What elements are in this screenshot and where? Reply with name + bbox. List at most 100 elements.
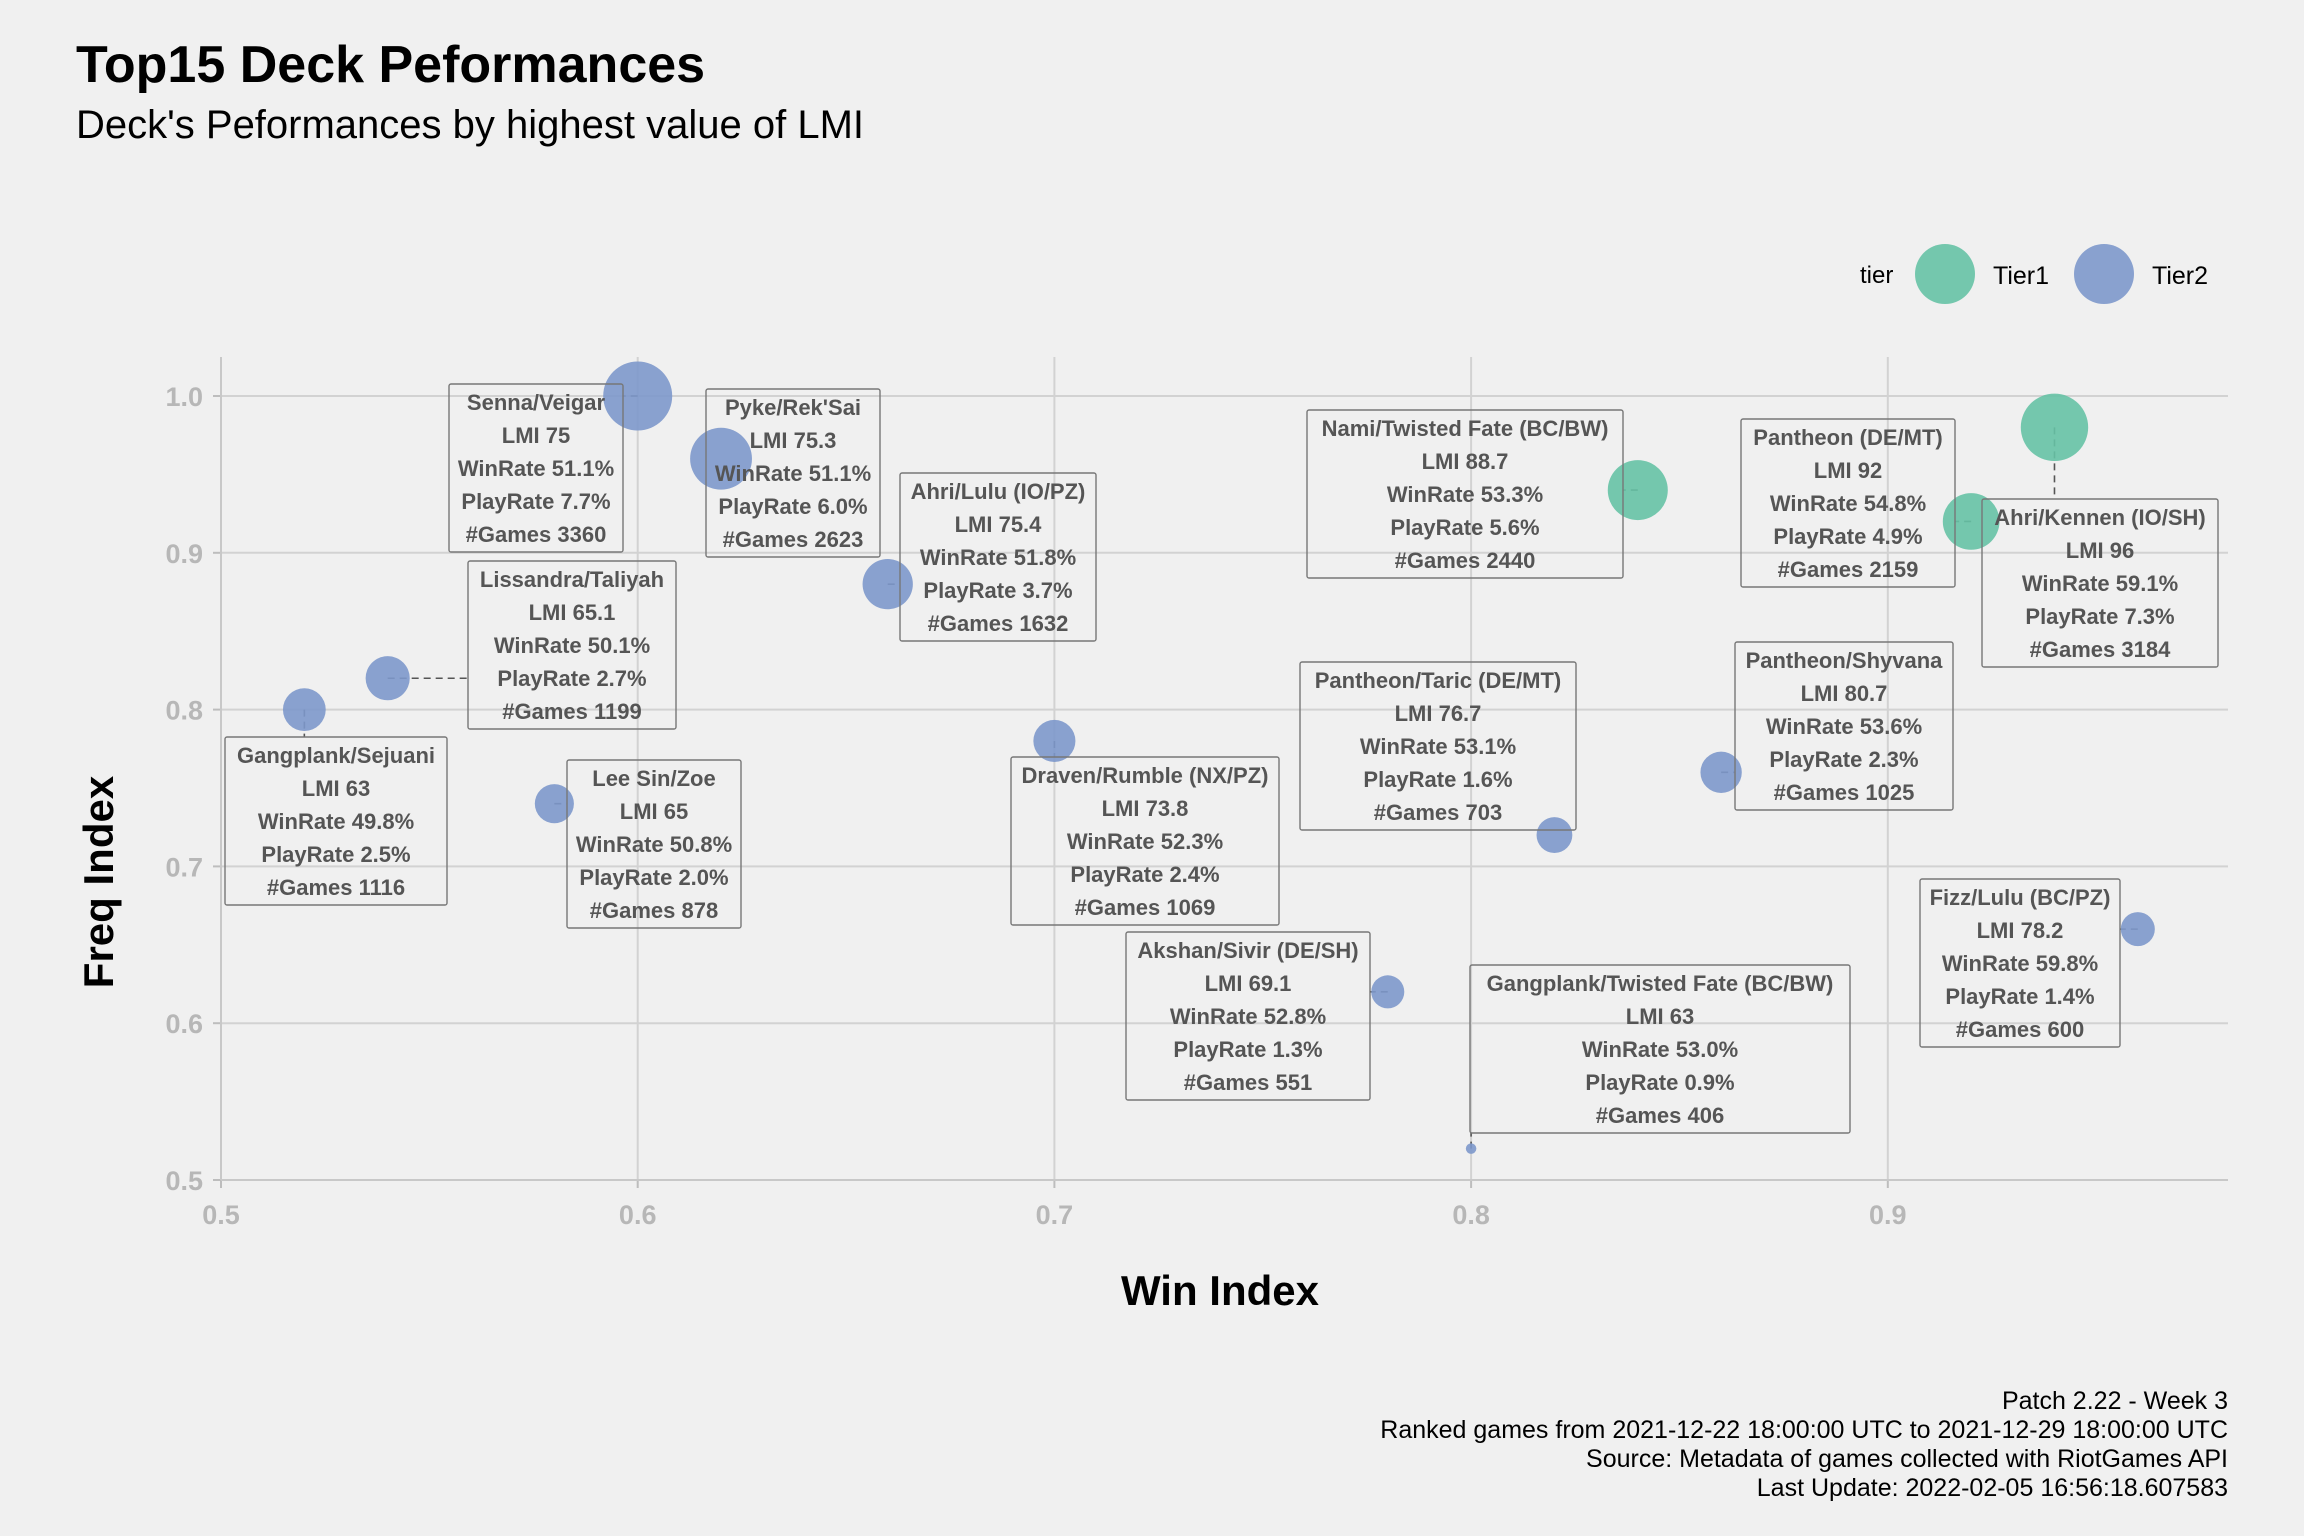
x-axis-title: Win Index — [1121, 1267, 1320, 1314]
data-label-line: WinRate 54.8% — [1770, 491, 1926, 516]
data-label-line: LMI 92 — [1814, 458, 1882, 483]
data-label-line: Ahri/Kennen (IO/SH) — [1994, 505, 2205, 530]
legend-label: Tier1 — [1993, 262, 2049, 290]
data-label-line: WinRate 51.1% — [715, 461, 871, 486]
y-tick-label: 0.7 — [165, 852, 203, 882]
data-label-line: #Games 2159 — [1778, 557, 1919, 582]
data-label: Senna/Veigar LMI 75 WinRate 51.1% PlayRate … — [448, 383, 624, 553]
data-label-box — [1299, 661, 1577, 831]
data-label-line: #Games 3360 — [466, 522, 607, 547]
chart-subtitle: Deck's Peformances by highest value of L… — [76, 103, 864, 147]
legend: tier Tier1 Tier2 — [1860, 244, 2208, 304]
data-label: Pyke/Rek'Sai LMI 75.3 WinRate 51.1% PlayRat… — [705, 388, 881, 558]
legend-key-tier2 — [2074, 244, 2134, 304]
data-point — [1465, 1143, 1477, 1154]
data-label: Draven/Rumble (NX/PZ) LMI 73.8 WinRate 52.… — [1010, 756, 1280, 926]
x-tick-label: 0.9 — [1869, 1200, 1907, 1230]
data-label-line: #Games 1632 — [928, 611, 1069, 636]
data-label-line: PlayRate 2.7% — [497, 666, 646, 691]
data-label-line: WinRate 53.3% — [1387, 482, 1543, 507]
data-point — [534, 784, 574, 824]
data-point — [862, 559, 913, 610]
data-label-line: LMI 75 — [502, 423, 570, 448]
data-label: Fizz/Lulu (BC/PZ) LMI 78.2 WinRate 59.8% Pl… — [1919, 878, 2121, 1048]
data-label-line: LMI 75.3 — [750, 428, 837, 453]
caption-line: Patch 2.22 - Week 3 — [2002, 1387, 2228, 1415]
data-point — [1536, 817, 1573, 853]
x-tick-label: 0.6 — [619, 1200, 657, 1230]
y-tick-label: 0.8 — [165, 696, 203, 726]
data-label: Ahri/Lulu (IO/PZ) LMI 75.4 WinRate 51.8% Pl… — [899, 472, 1097, 642]
data-label: Pantheon/Taric (DE/MT) LMI 76.7 WinRate 53… — [1299, 661, 1577, 831]
data-label-line: PlayRate 2.5% — [261, 842, 410, 867]
chart-title: Top15 Deck Peformances — [76, 36, 705, 94]
data-label-line: Pantheon (DE/MT) — [1753, 425, 1942, 450]
data-label-line: PlayRate 6.0% — [718, 494, 867, 519]
data-label-box — [566, 759, 742, 929]
data-label-line: LMI 65 — [620, 799, 688, 824]
data-label-line: PlayRate 2.4% — [1070, 862, 1219, 887]
data-label-line: WinRate 49.8% — [258, 809, 414, 834]
data-label-box — [1306, 409, 1624, 579]
data-label-line: WinRate 53.6% — [1766, 714, 1922, 739]
data-label: Pantheon (DE/MT) LMI 92 WinRate 54.8% PlayR… — [1740, 418, 1956, 588]
data-label-line: LMI 73.8 — [1102, 796, 1189, 821]
legend-title: tier — [1860, 262, 1893, 289]
data-label-line: Pyke/Rek'Sai — [725, 395, 861, 420]
data-label-box — [448, 383, 624, 553]
data-label-line: PlayRate 4.9% — [1773, 524, 1922, 549]
data-label-line: LMI 63 — [1626, 1004, 1694, 1029]
data-label-line: #Games 1116 — [267, 875, 405, 900]
data-label-box — [1981, 498, 2219, 668]
data-label-line: WinRate 59.1% — [2022, 571, 2178, 596]
data-label-line: Akshan/Sivir (DE/SH) — [1137, 938, 1358, 963]
data-label-line: #Games 703 — [1374, 800, 1502, 825]
data-label: Lissandra/Taliyah LMI 65.1 WinRate 50.1% Pl… — [467, 560, 677, 730]
data-label-line: WinRate 59.8% — [1942, 951, 2098, 976]
data-label-line: #Games 1025 — [1774, 780, 1915, 805]
data-label-line: WinRate 51.8% — [920, 545, 1076, 570]
data-label-box — [899, 472, 1097, 642]
data-label-line: LMI 65.1 — [529, 600, 616, 625]
data-label-line: PlayRate 2.3% — [1769, 747, 1918, 772]
data-label-line: Senna/Veigar — [467, 390, 606, 415]
caption-line: Ranked games from 2021-12-22 18:00:00 UT… — [1380, 1416, 2228, 1444]
data-label-line: PlayRate 0.9% — [1585, 1070, 1734, 1095]
data-label: Ahri/Kennen (IO/SH) LMI 96 WinRate 59.1% Pl… — [1981, 498, 2219, 668]
data-label-line: WinRate 51.1% — [458, 456, 614, 481]
data-point — [2120, 912, 2155, 947]
data-label-line: LMI 96 — [2066, 538, 2134, 563]
data-label-line: Fizz/Lulu (BC/PZ) — [1930, 885, 2111, 910]
data-point — [365, 656, 410, 701]
data-label-line: LMI 69.1 — [1205, 971, 1292, 996]
data-label-box — [1740, 418, 1956, 588]
data-label-line: Gangplank/Twisted Fate (BC/BW) — [1487, 971, 1834, 996]
data-label-line: #Games 1069 — [1075, 895, 1216, 920]
data-label-line: WinRate 50.1% — [494, 633, 650, 658]
data-label-line: WinRate 52.3% — [1067, 829, 1223, 854]
data-label: Akshan/Sivir (DE/SH) LMI 69.1 WinRate 52.8… — [1125, 931, 1371, 1101]
data-label-box — [1469, 964, 1851, 1134]
data-label-line: WinRate 53.1% — [1360, 734, 1516, 759]
x-tick-label: 0.8 — [1452, 1200, 1490, 1230]
data-label-line: #Games 878 — [590, 898, 718, 923]
data-label-line: PlayRate 5.6% — [1390, 515, 1539, 540]
data-label-line: Lee Sin/Zoe — [592, 766, 715, 791]
legend-label: Tier2 — [2152, 262, 2208, 290]
data-label-line: LMI 88.7 — [1422, 449, 1509, 474]
data-label-line: LMI 63 — [302, 776, 370, 801]
data-label: Nami/Twisted Fate (BC/BW) LMI 88.7 WinRate… — [1306, 409, 1624, 579]
data-label-line: LMI 80.7 — [1801, 681, 1888, 706]
data-label-line: LMI 78.2 — [1977, 918, 2064, 943]
caption-line: Source: Metadata of games collected with… — [1586, 1445, 2228, 1473]
data-label-line: #Games 600 — [1956, 1017, 2084, 1042]
data-label-line: WinRate 52.8% — [1170, 1004, 1326, 1029]
data-point — [1371, 975, 1405, 1009]
data-label-box — [224, 736, 448, 906]
data-point — [1942, 493, 2000, 550]
data-label-line: Lissandra/Taliyah — [480, 567, 664, 592]
data-label-line: #Games 3184 — [2030, 637, 2171, 662]
x-tick-label: 0.5 — [202, 1200, 240, 1230]
data-label-line: #Games 2623 — [723, 527, 864, 552]
